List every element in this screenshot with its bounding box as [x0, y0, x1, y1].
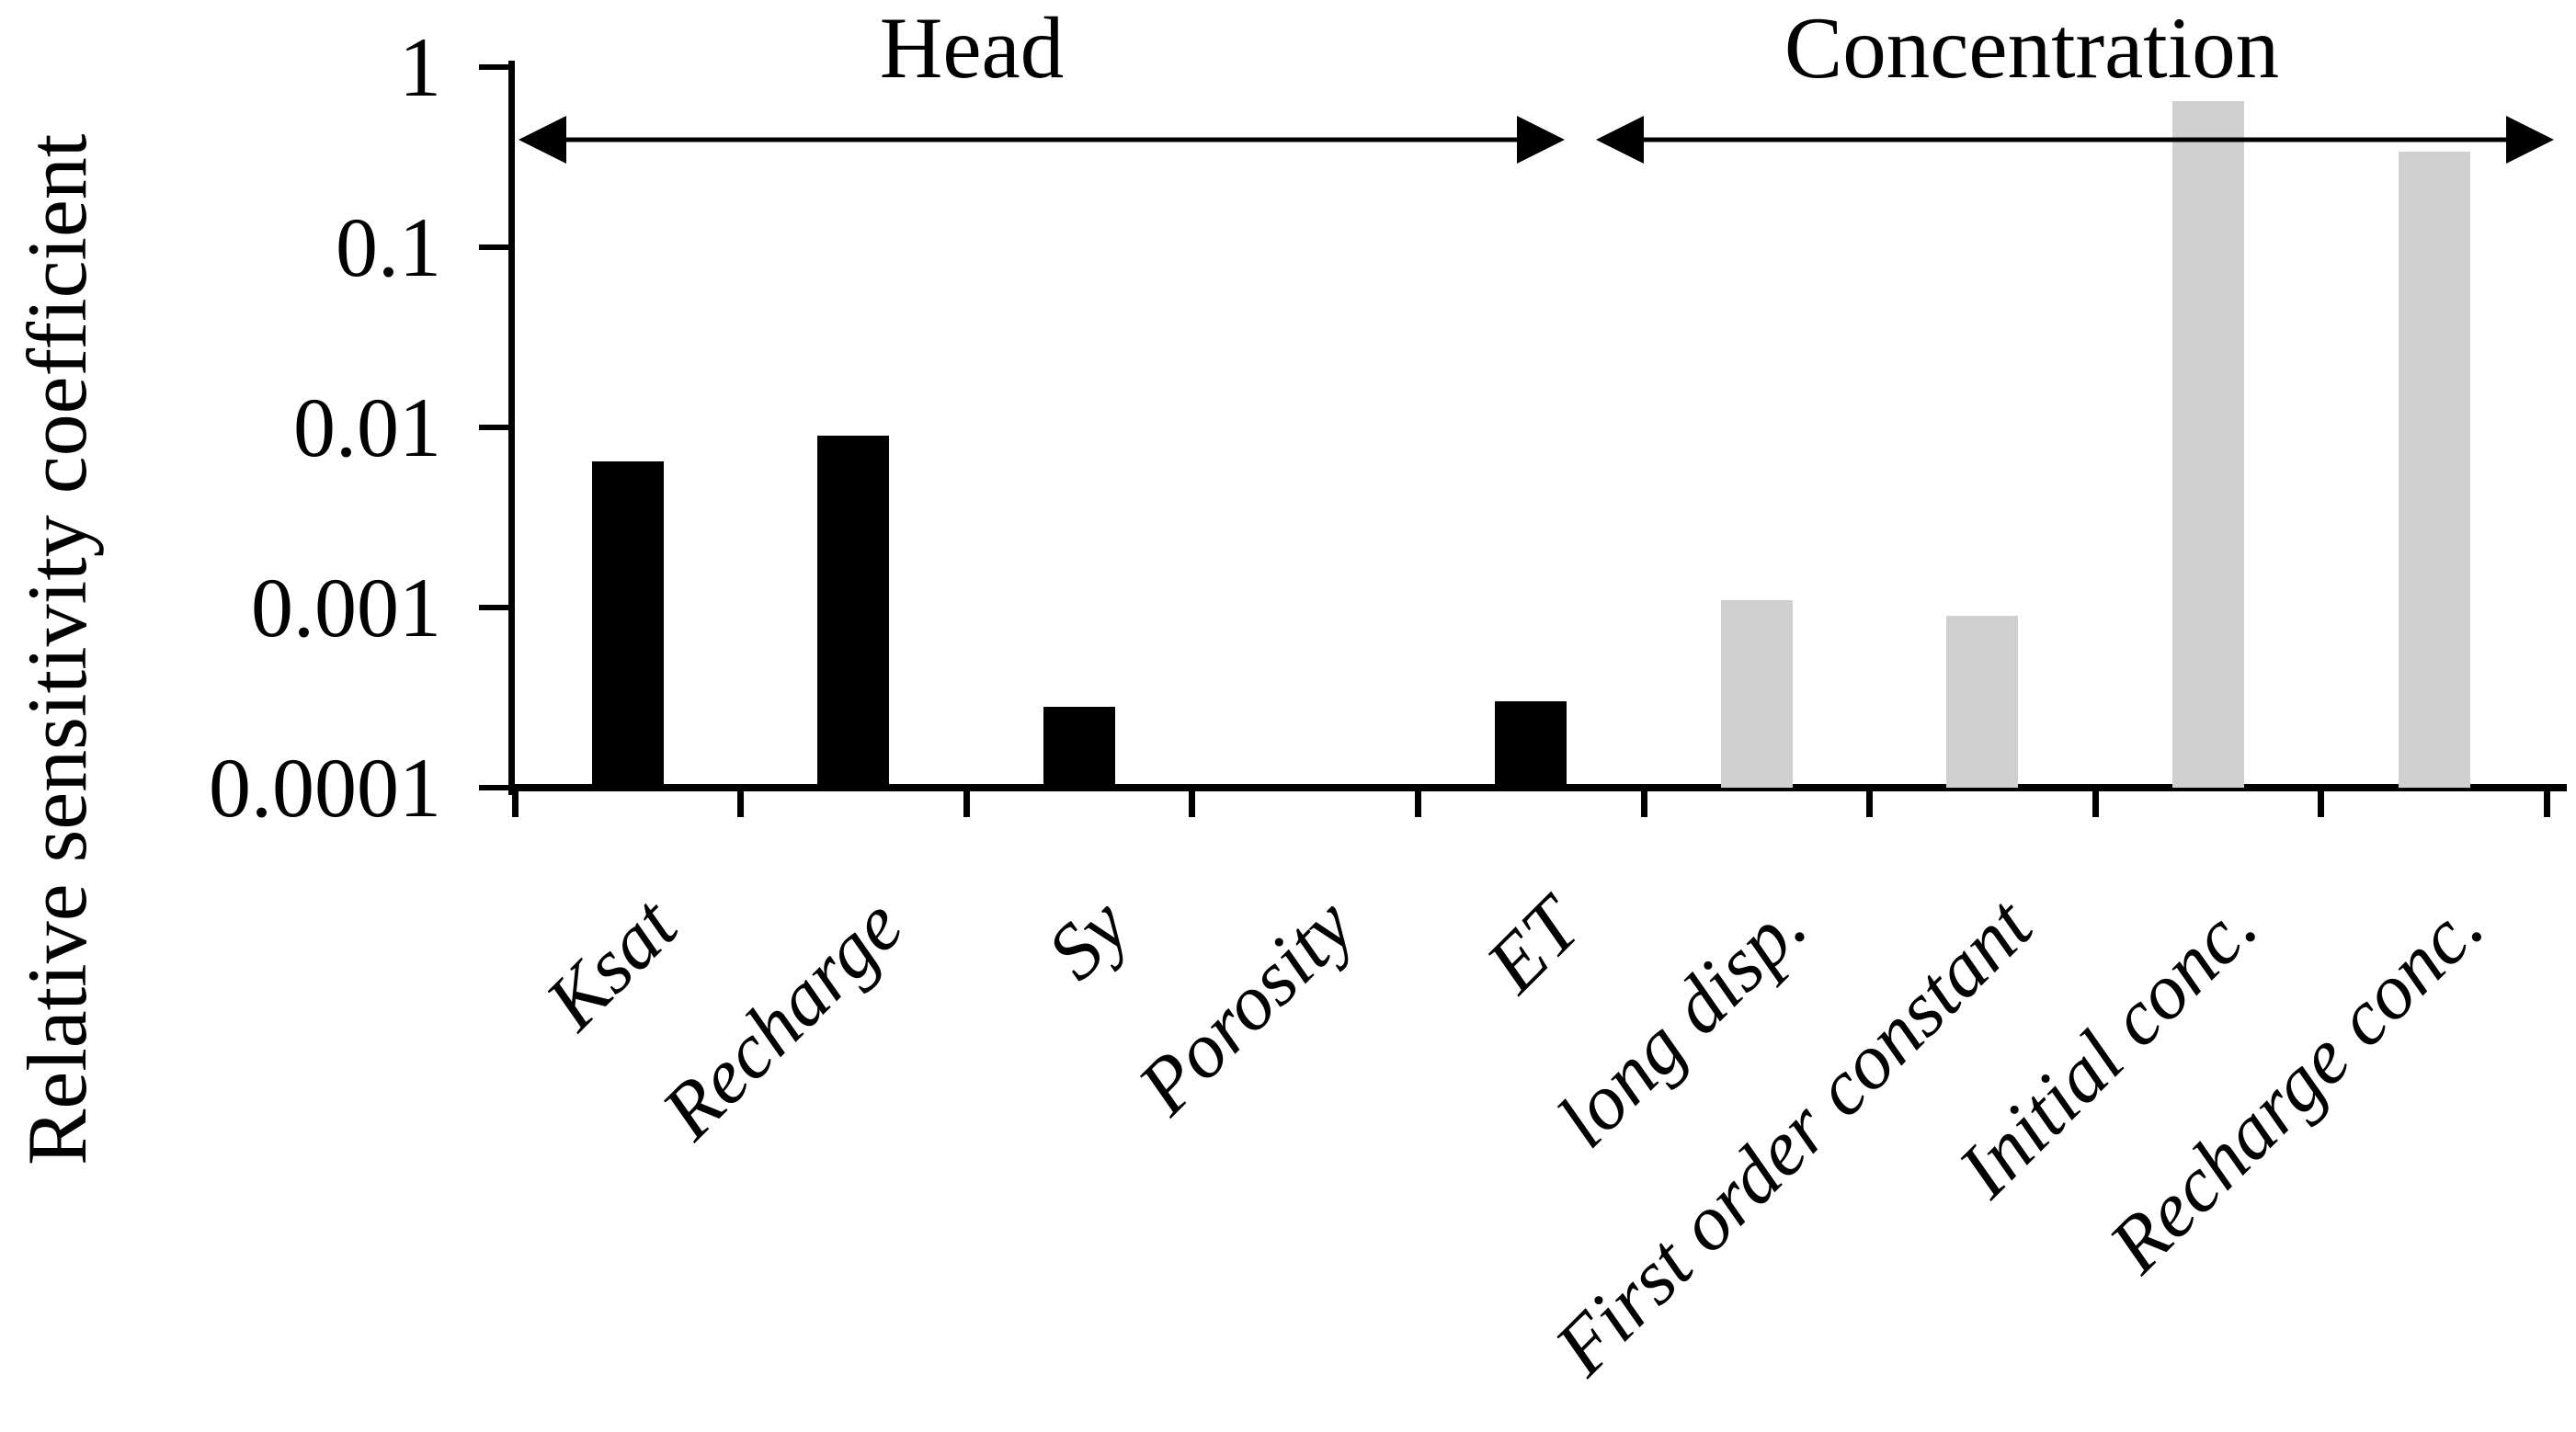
- x-tick-mark: [1189, 786, 1196, 817]
- group-label-concentration: Concentration: [1784, 0, 2280, 97]
- concentration-arrowhead-left: [1596, 116, 1644, 164]
- y-tick-label: 1: [399, 20, 441, 114]
- x-tick-mark: [963, 786, 970, 817]
- y-tick-label: 0.1: [336, 200, 441, 294]
- y-tick-mark: [479, 425, 508, 430]
- y-tick-label: 0.01: [293, 381, 441, 474]
- group-label-head: Head: [879, 0, 1065, 97]
- bar-first-order-constant: [1946, 615, 2019, 788]
- head-arrowhead-right: [1517, 116, 1565, 164]
- x-tick-mark: [2543, 786, 2550, 817]
- x-tick-mark: [1866, 786, 1874, 817]
- x-tick-mark: [1640, 786, 1647, 817]
- bar-recharge-conc: [2398, 151, 2470, 788]
- head-arrowhead-left: [519, 116, 566, 164]
- x-tick-mark: [2092, 786, 2099, 817]
- bar-ksat: [591, 460, 664, 788]
- concentration-arrowhead-right: [2506, 116, 2554, 164]
- y-tick-label: 0.001: [251, 561, 441, 654]
- y-tick-mark: [479, 244, 508, 250]
- y-tick-mark: [479, 64, 508, 70]
- bar-et: [1495, 701, 1567, 788]
- bar-long-disp: [1720, 599, 1793, 788]
- bar-sy: [1043, 707, 1115, 788]
- bar-recharge: [817, 435, 890, 788]
- y-axis-line: [508, 61, 515, 795]
- y-tick-mark: [479, 605, 508, 610]
- y-tick-mark: [479, 785, 508, 790]
- y-tick-label: 0.0001: [209, 741, 441, 835]
- bar-initial-conc: [2172, 100, 2244, 788]
- x-axis-line: [508, 784, 2567, 791]
- x-tick-mark: [511, 786, 519, 817]
- x-tick-mark: [737, 786, 745, 817]
- x-tick-mark: [2318, 786, 2325, 817]
- x-tick-mark: [1414, 786, 1421, 817]
